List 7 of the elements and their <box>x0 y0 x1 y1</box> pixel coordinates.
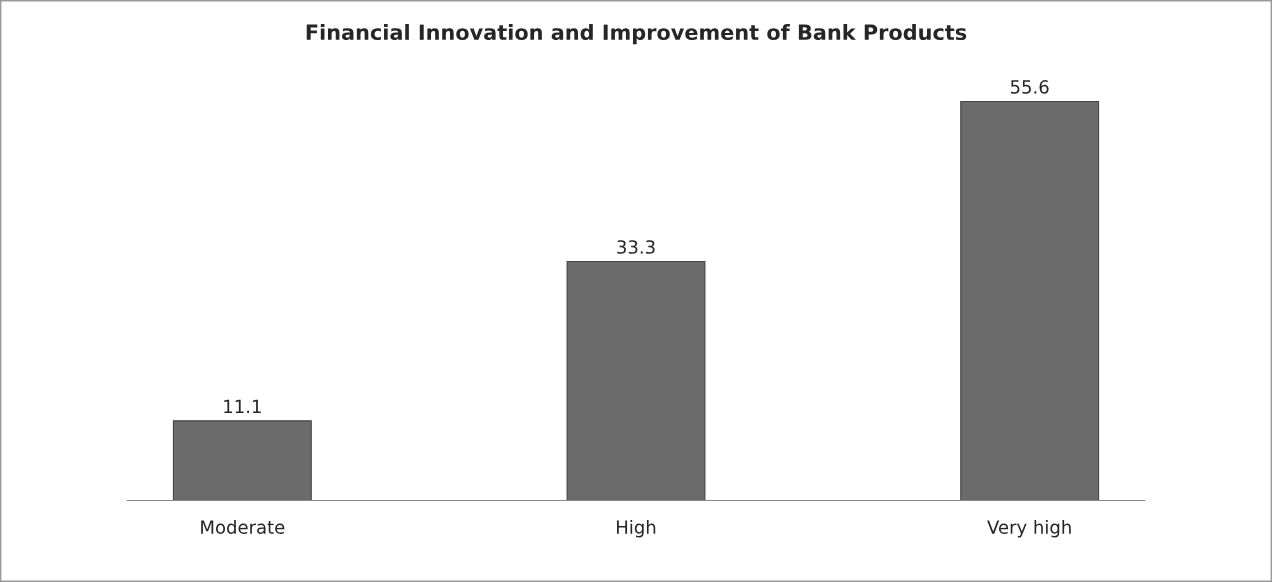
x-tick-label: Moderate <box>201 519 285 534</box>
data-label: 33.3 <box>617 240 655 254</box>
data-label: 11.1 <box>224 399 261 413</box>
x-tick-label: High <box>617 519 656 538</box>
x-tick-label: Very high <box>987 519 1071 538</box>
chart-title: Financial Innovation and Improvement of Bank Products <box>306 23 967 45</box>
data-label: 55.6 <box>1010 80 1049 94</box>
